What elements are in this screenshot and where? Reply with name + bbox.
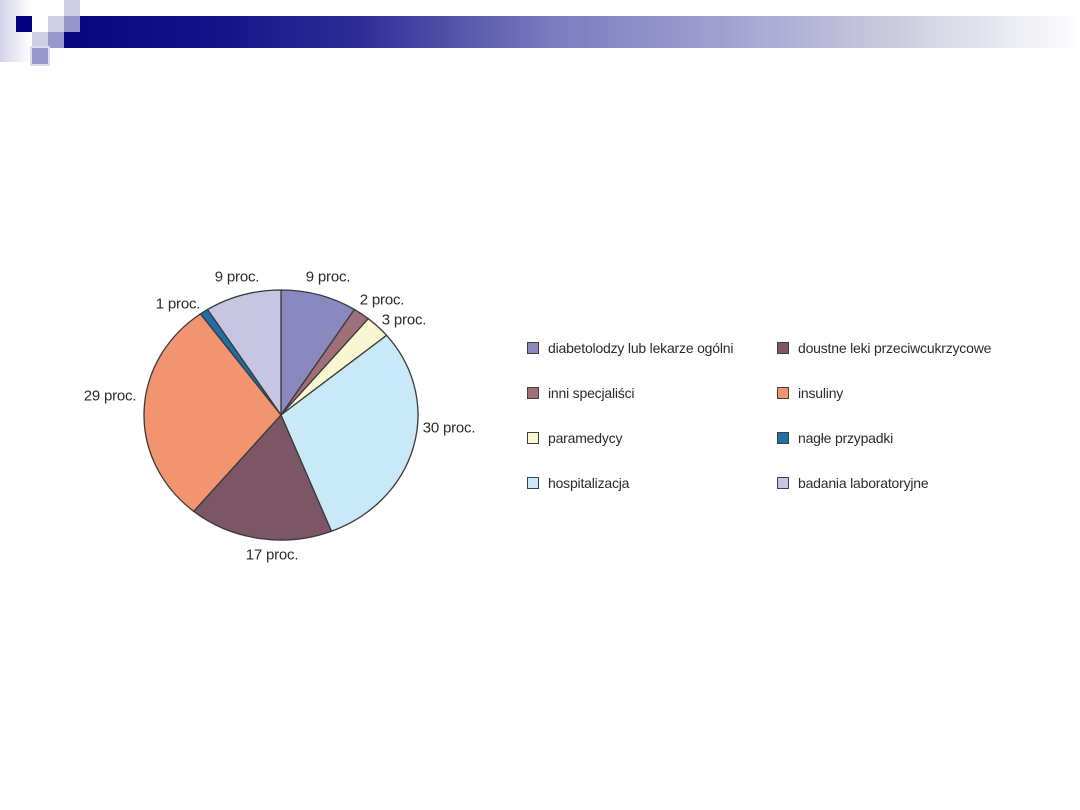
pie-data-label-7: 1 proc. — [155, 295, 201, 313]
pie-data-label-4: 30 proc. — [422, 419, 476, 437]
legend-color-swatch — [527, 387, 539, 399]
pie-data-label-8: 9 proc. — [214, 268, 260, 286]
legend-label: paramedycy — [548, 430, 623, 446]
legend-label: insuliny — [798, 385, 844, 401]
pie-slice-8 — [206, 289, 282, 416]
legend-color-swatch — [777, 387, 789, 399]
legend-label: badania laboratoryjne — [798, 475, 929, 491]
pie-slice-6 — [143, 313, 282, 512]
pie-data-label-2: 2 proc. — [359, 291, 405, 309]
decor-square-medium-2 — [48, 32, 64, 48]
pie-data-label-6: 29 proc. — [83, 387, 137, 405]
legend-color-swatch — [527, 342, 539, 354]
decor-square-light-3 — [32, 32, 48, 48]
legend-item-3: paramedycy — [527, 430, 622, 446]
legend-item-6: insuliny — [777, 385, 843, 401]
title-bar — [64, 16, 1080, 48]
pie-slice-4 — [280, 334, 419, 532]
legend-color-swatch — [777, 432, 789, 444]
legend-item-7: nagłe przypadki — [777, 430, 893, 446]
legend-item-2: inni specjaliści — [527, 385, 634, 401]
legend-item-4: hospitalizacja — [527, 475, 629, 491]
legend-color-swatch — [527, 477, 539, 489]
legend-item-5: doustne leki przeciwcukrzycowe — [777, 340, 991, 356]
decor-square-navy — [16, 16, 32, 32]
chart-legend: diabetolodzy lub lekarze ogólni inni spec… — [527, 340, 1047, 500]
legend-item-1: diabetolodzy lub lekarze ogólni — [527, 340, 733, 356]
legend-color-swatch — [777, 342, 789, 354]
legend-color-swatch — [527, 432, 539, 444]
pie-slice-5 — [193, 414, 333, 541]
decor-square-medium-3 — [32, 48, 48, 64]
legend-label: inni specjaliści — [548, 385, 635, 401]
legend-color-swatch — [777, 477, 789, 489]
legend-label: diabetolodzy lub lekarze ogólni — [548, 340, 734, 356]
decor-square-medium-1 — [64, 16, 80, 32]
decor-square-light-1 — [64, 0, 80, 16]
legend-item-8: badania laboratoryjne — [777, 475, 929, 491]
legend-label: nagłe przypadki — [798, 430, 894, 446]
pie-data-label-3: 3 proc. — [381, 311, 427, 329]
legend-label: doustne leki przeciwcukrzycowe — [798, 340, 992, 356]
decor-square-light-2 — [48, 16, 64, 32]
pie-data-label-5: 17 proc. — [245, 546, 299, 564]
legend-label: hospitalizacja — [548, 475, 630, 491]
pie-data-label-1: 9 proc. — [305, 268, 351, 286]
